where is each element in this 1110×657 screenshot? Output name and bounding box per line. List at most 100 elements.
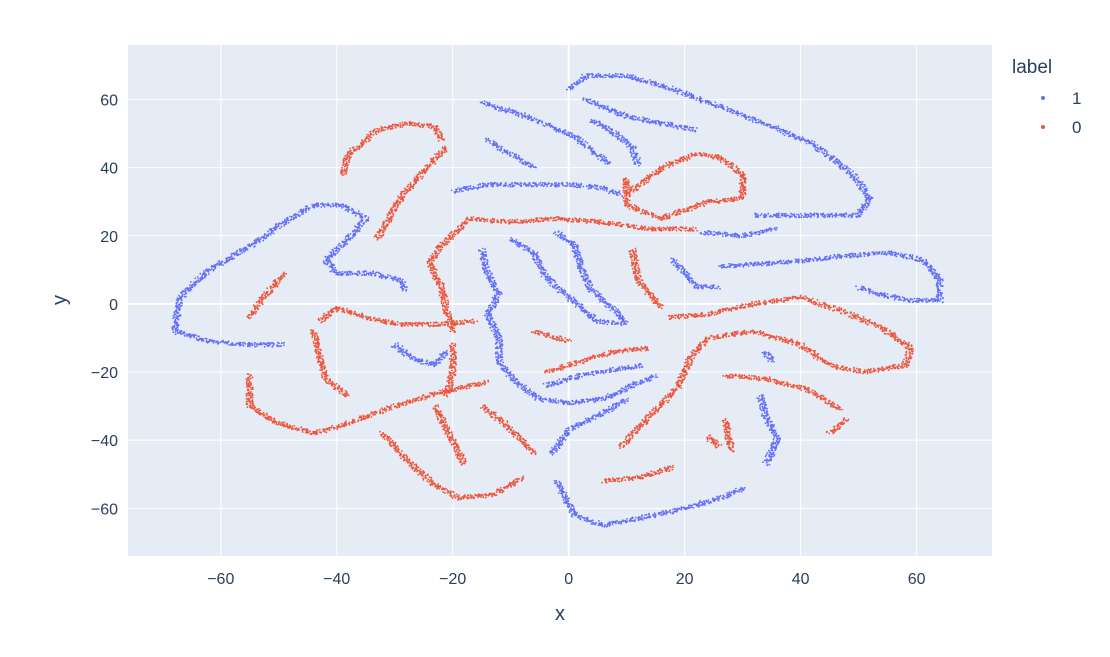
point: [572, 245, 574, 247]
point: [726, 106, 728, 108]
point: [513, 156, 515, 158]
point: [857, 213, 859, 215]
point: [552, 402, 554, 404]
point: [519, 383, 521, 385]
point: [537, 261, 539, 263]
point: [586, 99, 588, 101]
point: [482, 183, 484, 185]
point: [560, 381, 562, 383]
point: [270, 229, 272, 231]
point: [862, 190, 864, 192]
point: [689, 92, 691, 94]
point: [561, 287, 563, 289]
point: [350, 237, 352, 239]
point: [249, 344, 251, 346]
point: [528, 114, 530, 116]
point: [176, 322, 178, 324]
point: [515, 243, 517, 245]
point: [329, 251, 331, 253]
point: [685, 129, 687, 131]
point: [496, 327, 498, 329]
point: [511, 182, 513, 184]
point: [286, 221, 288, 223]
point: [270, 234, 272, 236]
point: [477, 184, 479, 186]
point: [361, 215, 363, 217]
point: [769, 227, 771, 229]
point: [730, 235, 732, 237]
point: [260, 344, 262, 346]
point: [586, 78, 588, 80]
point: [744, 232, 746, 234]
point: [234, 254, 236, 256]
point: [621, 115, 623, 117]
point: [591, 289, 593, 291]
point: [555, 186, 557, 188]
point: [630, 116, 632, 118]
point: [638, 77, 640, 79]
point: [334, 247, 336, 249]
point: [490, 323, 492, 325]
point: [302, 213, 304, 215]
point: [346, 243, 348, 245]
point: [564, 292, 566, 294]
point: [838, 160, 840, 162]
point: [490, 280, 492, 282]
point: [600, 372, 602, 374]
point: [255, 240, 257, 242]
point: [510, 237, 512, 239]
point: [594, 123, 596, 125]
point: [511, 241, 513, 243]
point: [535, 183, 537, 185]
point: [361, 217, 363, 219]
point: [729, 111, 731, 113]
point: [721, 106, 723, 108]
point: [498, 329, 500, 331]
point: [333, 269, 335, 271]
point: [616, 115, 618, 117]
point: [680, 126, 682, 128]
point: [503, 365, 505, 367]
point: [372, 271, 374, 273]
point: [291, 216, 293, 218]
point: [732, 236, 734, 238]
point: [856, 216, 858, 218]
point: [493, 306, 495, 308]
point: [600, 301, 602, 303]
point: [626, 146, 628, 148]
point: [601, 322, 603, 324]
point: [333, 270, 335, 272]
point: [769, 125, 771, 127]
point: [719, 288, 721, 290]
point: [593, 151, 595, 153]
point: [580, 184, 582, 186]
point: [536, 264, 538, 266]
point: [633, 78, 635, 80]
point: [542, 401, 544, 403]
point: [595, 121, 597, 123]
point: [179, 307, 181, 309]
point: [278, 225, 280, 227]
point: [603, 189, 605, 191]
point: [534, 117, 536, 119]
point: [320, 206, 322, 208]
point: [763, 231, 765, 233]
point: [866, 207, 868, 209]
point: [185, 293, 187, 295]
point: [287, 217, 289, 219]
point: [637, 119, 639, 121]
point: [622, 141, 624, 143]
point: [402, 285, 404, 287]
point: [617, 138, 619, 140]
point: [615, 323, 617, 325]
point: [739, 265, 741, 267]
point: [737, 115, 739, 117]
point: [181, 302, 183, 304]
point: [179, 330, 181, 332]
point: [574, 377, 576, 379]
point: [485, 141, 487, 143]
point: [639, 367, 641, 369]
point: [566, 293, 568, 295]
point: [863, 204, 865, 206]
